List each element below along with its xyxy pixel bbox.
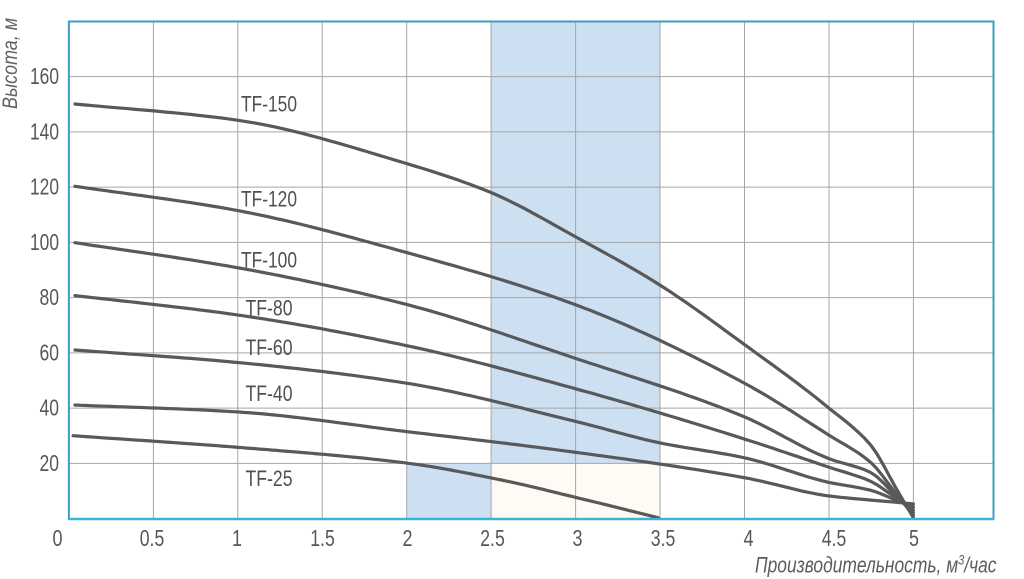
svg-text:1.5: 1.5 bbox=[310, 525, 335, 551]
svg-text:TF-25: TF-25 bbox=[246, 466, 293, 491]
svg-text:80: 80 bbox=[40, 284, 60, 310]
svg-text:2.5: 2.5 bbox=[480, 525, 505, 551]
svg-text:60: 60 bbox=[40, 340, 60, 366]
svg-text:20: 20 bbox=[40, 450, 60, 476]
svg-text:4.5: 4.5 bbox=[822, 525, 847, 551]
svg-text:40: 40 bbox=[40, 395, 60, 421]
svg-text:3: 3 bbox=[573, 525, 583, 551]
svg-text:5: 5 bbox=[909, 525, 919, 551]
svg-text:TF-80: TF-80 bbox=[246, 296, 293, 321]
svg-text:3.5: 3.5 bbox=[651, 525, 676, 551]
svg-text:100: 100 bbox=[30, 229, 59, 255]
svg-text:TF-60: TF-60 bbox=[246, 335, 293, 360]
svg-text:1: 1 bbox=[232, 525, 242, 551]
svg-text:2: 2 bbox=[403, 525, 413, 551]
svg-text:TF-150: TF-150 bbox=[241, 92, 297, 117]
svg-text:120: 120 bbox=[30, 174, 59, 200]
svg-text:Высота, м: Высота, м bbox=[0, 18, 22, 109]
svg-text:0: 0 bbox=[53, 525, 63, 551]
svg-text:TF-100: TF-100 bbox=[241, 248, 297, 273]
svg-text:4: 4 bbox=[744, 525, 754, 551]
svg-text:0.5: 0.5 bbox=[140, 525, 165, 551]
svg-text:140: 140 bbox=[30, 119, 59, 145]
svg-text:TF-40: TF-40 bbox=[246, 381, 293, 406]
svg-text:160: 160 bbox=[30, 63, 59, 89]
svg-text:TF-120: TF-120 bbox=[241, 187, 297, 212]
svg-text:Производительность, м3/час: Производительность, м3/час bbox=[755, 551, 997, 577]
